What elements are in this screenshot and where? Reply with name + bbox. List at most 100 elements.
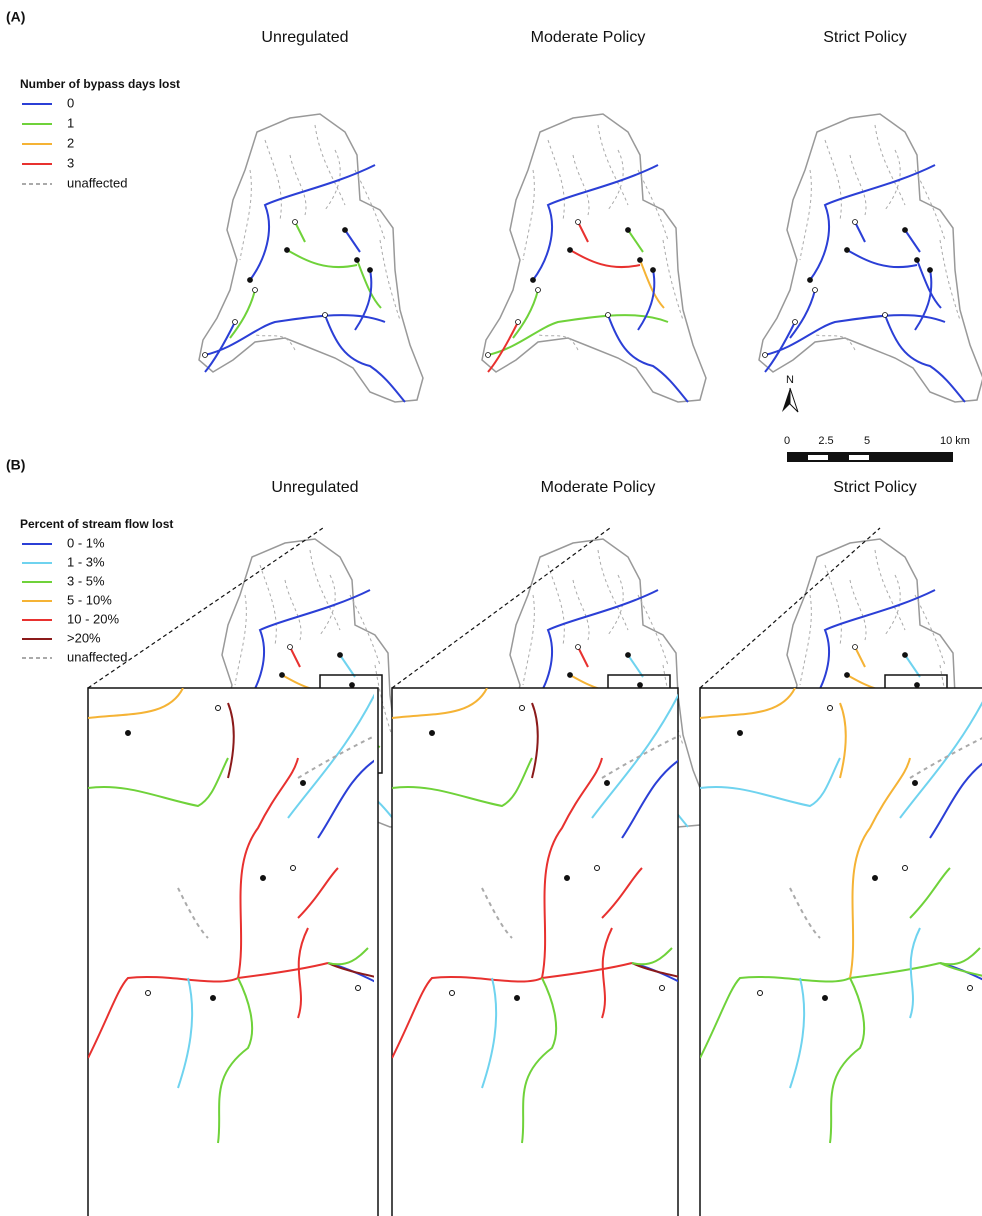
inset-frame	[88, 688, 378, 1216]
diversion-point	[576, 645, 581, 650]
diversion-point	[203, 353, 208, 358]
figure: (A) (B) N 0 2.5 5 10 km Unregulated Unreg…	[0, 0, 982, 1216]
diversion-point	[913, 781, 918, 786]
legend-label: >20%	[67, 630, 101, 645]
watershed-map	[759, 114, 982, 402]
legend-label: 3 - 5%	[67, 573, 105, 588]
map-title: Strict Policy	[833, 479, 917, 496]
legend-label: 1	[67, 115, 74, 130]
map-title: Unregulated	[271, 479, 358, 496]
legend-label: 2	[67, 135, 74, 150]
diversion-point	[356, 986, 361, 991]
scale-label: 2.5	[818, 435, 833, 447]
diversion-point	[126, 731, 131, 736]
diversion-point	[261, 876, 266, 881]
diversion-point	[738, 731, 743, 736]
legend-label: 0 - 1%	[67, 535, 105, 550]
diversion-point	[301, 781, 306, 786]
diversion-point	[350, 683, 355, 688]
diversion-point	[531, 278, 536, 283]
map-title: Moderate Policy	[541, 479, 656, 496]
diversion-point	[690, 1006, 695, 1011]
diversion-point	[915, 683, 920, 688]
diversion-point	[793, 320, 798, 325]
arrow-half	[782, 388, 790, 412]
diversion-point	[233, 320, 238, 325]
north-label: N	[786, 374, 794, 386]
diversion-point	[845, 248, 850, 253]
legend-label: 0	[67, 95, 74, 110]
watershed-outline	[199, 114, 423, 402]
diversion-point	[516, 320, 521, 325]
watershed-outline	[759, 114, 982, 402]
diversion-point	[565, 876, 570, 881]
arrow-half	[790, 388, 798, 412]
diversion-point	[968, 986, 973, 991]
diversion-point	[450, 991, 455, 996]
diversion-point	[285, 248, 290, 253]
diversion-point	[355, 258, 360, 263]
diversion-point	[248, 278, 253, 283]
diversion-point	[486, 353, 491, 358]
diversion-point	[853, 645, 858, 650]
scale-label: 10 km	[940, 435, 970, 447]
diversion-point	[368, 268, 373, 273]
diversion-point	[626, 653, 631, 658]
scale-label: 0	[784, 435, 790, 447]
diversion-point	[568, 673, 573, 678]
diversion-point	[338, 653, 343, 658]
diversion-point	[845, 673, 850, 678]
legend-label: 1 - 3%	[67, 554, 105, 569]
diversion-point	[536, 288, 541, 293]
diversion-point	[605, 781, 610, 786]
diversion-point	[576, 220, 581, 225]
panel-label: (B)	[6, 457, 25, 473]
legend-label: 5 - 10%	[67, 592, 112, 607]
diversion-point	[758, 991, 763, 996]
diversion-point	[873, 876, 878, 881]
diversion-point	[343, 228, 348, 233]
diversion-point	[915, 258, 920, 263]
diversion-point	[606, 313, 611, 318]
diversion-point	[928, 268, 933, 273]
scale-label: 5	[864, 435, 870, 447]
diversion-point	[903, 866, 908, 871]
diversion-point	[288, 645, 293, 650]
diversion-point	[386, 1006, 391, 1011]
scale-segment	[849, 455, 869, 460]
north-arrow: N	[782, 374, 798, 412]
diversion-point	[651, 268, 656, 273]
diversion-point	[828, 706, 833, 711]
diversion-point	[293, 220, 298, 225]
diversion-point	[515, 996, 520, 1001]
diversion-point	[626, 228, 631, 233]
diversion-point	[813, 288, 818, 293]
scale-bar: 0 2.5 5 10 km	[784, 435, 970, 462]
legend-title: Percent of stream flow lost	[20, 517, 173, 531]
diversion-point	[823, 996, 828, 1001]
watershed-map	[482, 114, 706, 402]
diversion-point	[430, 731, 435, 736]
diversion-point	[595, 866, 600, 871]
map-title: Unregulated	[261, 29, 348, 46]
diversion-point	[291, 866, 296, 871]
scale-segment	[808, 455, 828, 460]
diversion-point	[808, 278, 813, 283]
legend-title: Number of bypass days lost	[20, 77, 180, 91]
diversion-point	[568, 248, 573, 253]
panel-label: (A)	[6, 9, 25, 25]
legend-label: unaffected	[67, 649, 127, 664]
legend-label: unaffected	[67, 175, 127, 190]
legend-label: 3	[67, 155, 74, 170]
watershed-map	[199, 114, 423, 402]
diversion-point	[638, 258, 643, 263]
map-title: Moderate Policy	[531, 29, 646, 46]
diversion-point	[216, 706, 221, 711]
map-title: Strict Policy	[823, 29, 907, 46]
diversion-point	[323, 313, 328, 318]
diversion-point	[520, 706, 525, 711]
diversion-point	[660, 986, 665, 991]
legend-label: 10 - 20%	[67, 611, 119, 626]
diversion-point	[638, 683, 643, 688]
diversion-point	[903, 228, 908, 233]
